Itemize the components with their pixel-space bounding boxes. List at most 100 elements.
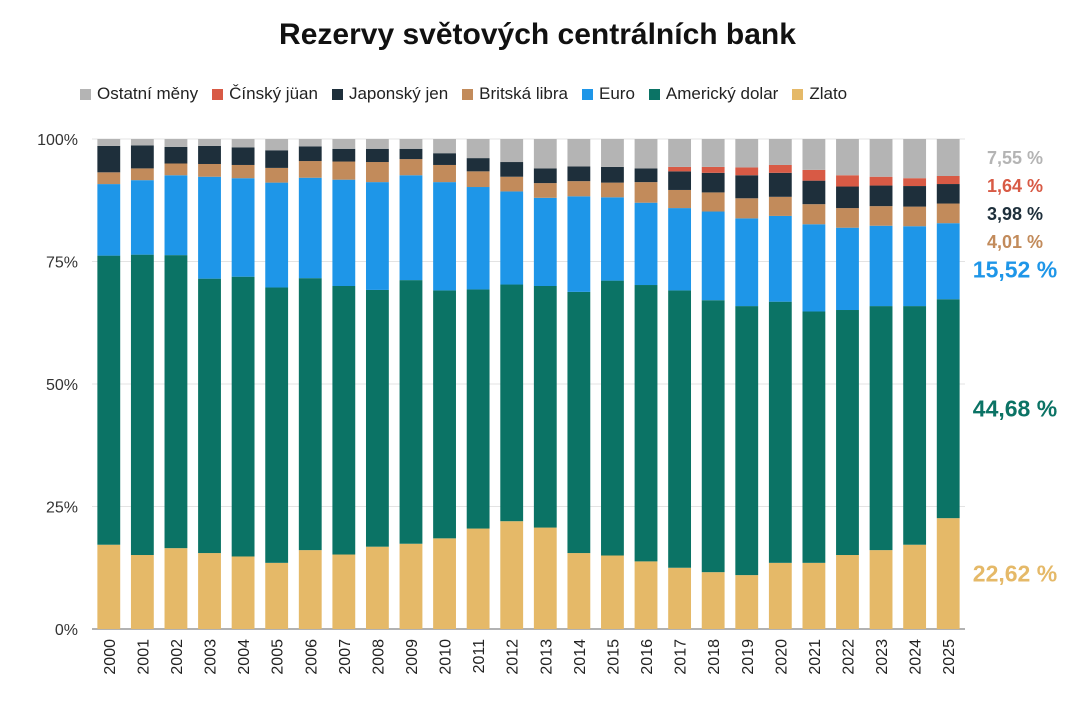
x-tick-label: 2001 <box>135 639 152 675</box>
bar-segment <box>869 225 893 307</box>
legend-item: Euro <box>581 84 635 104</box>
bar-segment <box>836 555 859 629</box>
bar-segment <box>365 546 389 629</box>
bar-segment <box>198 163 221 177</box>
bar-segment <box>298 139 322 147</box>
bar-segment <box>433 164 456 183</box>
bar-segment <box>634 285 658 562</box>
y-tick-label: 0% <box>55 622 78 639</box>
x-tick-label: 2010 <box>438 639 455 675</box>
bar-segment <box>500 176 524 192</box>
x-tick-label: 2009 <box>404 639 421 675</box>
bar-segment <box>298 146 322 162</box>
bar-segment <box>265 150 289 168</box>
bar-segment <box>433 182 456 291</box>
bar-segment <box>198 553 221 629</box>
bar-segment <box>802 224 826 312</box>
legend-label: Čínský jüan <box>229 84 318 103</box>
bar-segment <box>130 139 154 146</box>
bar-segment <box>231 147 255 165</box>
bar-segment <box>433 139 456 154</box>
bar-segment <box>332 554 356 629</box>
bar-segment <box>231 178 255 277</box>
bar-segment <box>903 178 927 187</box>
end-value-label: 7,55 % <box>987 148 1043 168</box>
bar-segment <box>466 139 490 159</box>
legend-item: Japonský jen <box>331 84 448 104</box>
bar-segment <box>869 176 893 186</box>
bar-segment <box>567 181 591 197</box>
bar-segment <box>701 192 725 212</box>
bar-segment <box>802 562 826 629</box>
bar-segment <box>768 301 792 563</box>
bar-segment <box>265 167 289 183</box>
bar-segment <box>265 139 289 151</box>
bar-segment <box>433 538 456 629</box>
bar-segment <box>735 218 759 307</box>
bar-segment <box>768 172 792 197</box>
x-tick-label: 2024 <box>908 639 925 675</box>
bar-segment <box>97 145 121 173</box>
bar-segment <box>164 146 188 164</box>
bar-segment <box>768 196 792 216</box>
bar-segment <box>198 145 221 164</box>
legend-item: Britská libra <box>462 84 568 104</box>
y-tick-label: 25% <box>46 500 78 517</box>
x-tick-label: 2015 <box>605 639 622 675</box>
bar-segment <box>567 196 591 292</box>
bar-segment <box>500 162 524 177</box>
bar-segment <box>231 556 255 629</box>
x-tick-label: 2003 <box>203 639 220 675</box>
bar-segment <box>399 139 423 149</box>
x-tick-label: 2000 <box>102 639 119 675</box>
bar-segment <box>533 168 557 184</box>
legend-swatch <box>331 88 343 100</box>
x-tick-label: 2021 <box>807 639 824 675</box>
bar-segment <box>198 278 221 554</box>
end-value-label: 3,98 % <box>987 204 1043 224</box>
bar-segment <box>265 562 289 629</box>
legend-label: Americký dolar <box>665 84 779 103</box>
bar-segment <box>466 158 490 172</box>
bar-segment <box>265 287 289 563</box>
bar-segment <box>533 286 557 528</box>
bar-segment <box>567 291 591 554</box>
bar-segment <box>298 177 322 279</box>
legend-label: Britská libra <box>479 84 568 103</box>
bar-segment <box>231 139 255 148</box>
bar-segment <box>601 182 624 198</box>
bar-segment <box>903 306 927 545</box>
bar-segment <box>130 254 154 556</box>
bar-segment <box>802 169 826 181</box>
bar-segment <box>164 163 188 176</box>
end-value-label: 15,52 % <box>973 257 1057 283</box>
bar-segment <box>500 521 524 629</box>
bar-segment <box>869 306 893 551</box>
x-tick-label: 2004 <box>236 639 253 675</box>
bar-segment <box>198 176 221 279</box>
bar-segment <box>533 183 557 198</box>
bar-segment <box>836 208 859 228</box>
bar-segment <box>365 182 389 290</box>
x-tick-label: 2012 <box>505 639 522 675</box>
bar-segment <box>668 290 692 568</box>
bar-segment <box>903 186 927 207</box>
bar-segment <box>701 172 725 193</box>
x-tick-label: 2020 <box>773 639 790 675</box>
x-tick-label: 2007 <box>337 639 354 675</box>
bar-segment <box>735 198 759 219</box>
bar-segment <box>936 175 960 185</box>
bar-segment <box>668 208 692 291</box>
bar-segment <box>97 255 121 545</box>
bar-segment <box>164 139 188 147</box>
bar-segment <box>97 184 121 256</box>
chart-legend: Ostatní měny Čínský jüan Japonský jen Brits… <box>80 84 847 104</box>
x-tick-label: 2025 <box>941 639 958 675</box>
bar-segment <box>399 280 423 544</box>
bar-segment <box>399 159 423 176</box>
bar-segment <box>601 166 624 183</box>
bar-segment <box>500 191 524 285</box>
x-tick-label: 2014 <box>572 639 589 675</box>
bar-segment <box>701 211 725 301</box>
legend-swatch <box>462 88 474 100</box>
